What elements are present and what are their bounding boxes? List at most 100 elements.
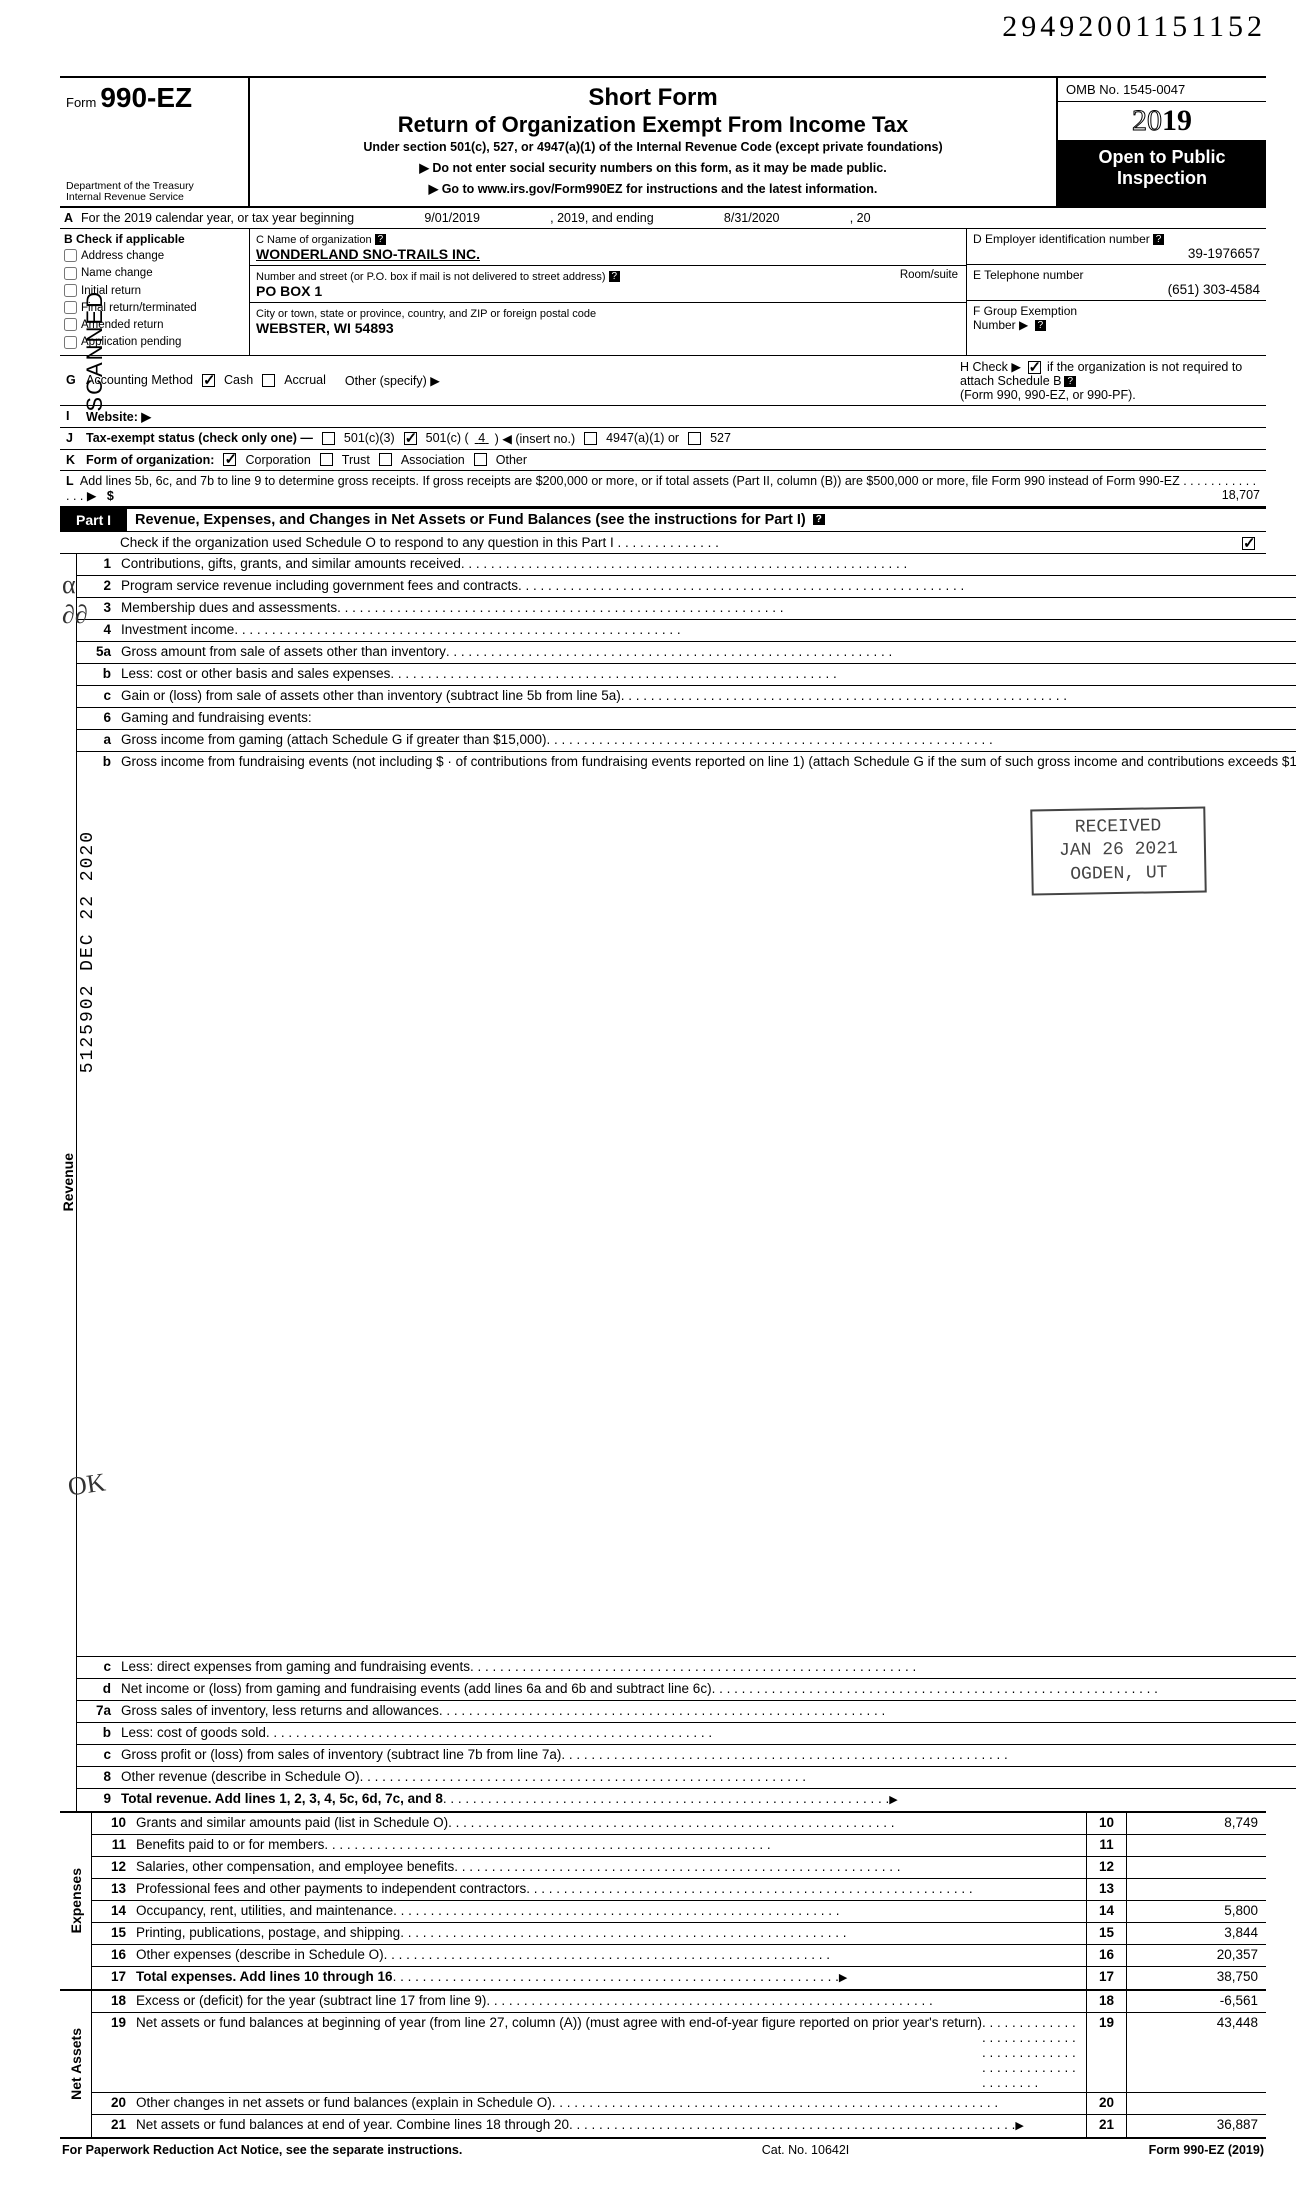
line-desc: Total expenses. Add lines 10 through 16 <box>132 1967 1086 1989</box>
line-value[interactable]: 8,749 <box>1126 1813 1266 1834</box>
line-desc: Net assets or fund balances at end of ye… <box>132 2115 1086 2137</box>
ein-value[interactable]: 39-1976657 <box>973 246 1260 261</box>
line-number: 13 <box>92 1879 132 1900</box>
chk-cash[interactable] <box>202 374 215 387</box>
line-box: 15 <box>1086 1923 1126 1944</box>
help-icon[interactable]: ? <box>813 514 825 525</box>
line-value[interactable] <box>1126 1879 1266 1900</box>
opt-501c3: 501(c)(3) <box>344 431 395 445</box>
line-desc: Professional fees and other payments to … <box>132 1879 1086 1900</box>
opt-501c-open: 501(c) ( <box>426 431 469 445</box>
org-name[interactable]: WONDERLAND SNO-TRAILS INC. <box>256 246 480 262</box>
tax-year: 2019 <box>1058 102 1266 141</box>
line-value[interactable]: 38,750 <box>1126 1967 1266 1989</box>
line-number: a <box>77 730 117 751</box>
chk-501c3[interactable] <box>322 432 335 445</box>
row-a-text3: , 20 <box>850 211 871 225</box>
line-desc: Contributions, gifts, grants, and simila… <box>117 554 1296 575</box>
line-desc: Net income or (loss) from gaming and fun… <box>117 1679 1296 1700</box>
line-19: 19Net assets or fund balances at beginni… <box>92 2013 1266 2093</box>
line-number: 7a <box>77 1701 117 1722</box>
section-netassets-label: Net Assets <box>60 1991 92 2137</box>
help-icon[interactable]: ? <box>1153 234 1165 245</box>
line-6: 6Gaming and fundraising events: <box>77 708 1296 730</box>
subtitle: Under section 501(c), 527, or 4947(a)(1)… <box>256 140 1050 154</box>
line-box: 17 <box>1086 1967 1126 1989</box>
line-5b: bLess: cost or other basis and sales exp… <box>77 664 1296 686</box>
row-h-text3: (Form 990, 990-EZ, or 990-PF). <box>960 388 1136 402</box>
street-label: Number and street (or P.O. box if mail i… <box>256 271 606 283</box>
tax-year-end[interactable]: 8/31/2020 <box>662 211 842 225</box>
note-ssn: Do not enter social security numbers on … <box>256 160 1050 175</box>
opt-527: 527 <box>710 431 731 445</box>
line-desc: Grants and similar amounts paid (list in… <box>132 1813 1086 1834</box>
line-desc: Membership dues and assessments <box>117 598 1296 619</box>
row-l-lead: L <box>66 474 74 488</box>
chk-address-change[interactable]: Address change <box>64 248 245 265</box>
phone-value[interactable]: (651) 303-4584 <box>973 282 1260 297</box>
line-9: 9Total revenue. Add lines 1, 2, 3, 4, 5c… <box>77 1789 1296 1811</box>
line-value[interactable]: 43,448 <box>1126 2013 1266 2092</box>
line-5c: cGain or (loss) from sale of assets othe… <box>77 686 1296 708</box>
chk-other-org[interactable] <box>474 453 487 466</box>
line-box: 12 <box>1086 1857 1126 1878</box>
chk-association[interactable] <box>379 453 392 466</box>
chk-527[interactable] <box>688 432 701 445</box>
help-icon[interactable]: ? <box>1035 320 1047 331</box>
help-icon[interactable]: ? <box>609 271 621 282</box>
help-icon[interactable]: ? <box>1064 376 1076 387</box>
line-box: 20 <box>1086 2093 1126 2114</box>
chk-schedule-o-part1[interactable] <box>1242 537 1255 550</box>
chk-501c[interactable] <box>404 432 417 445</box>
dept-irs: Internal Revenue Service <box>66 192 242 204</box>
line-value[interactable] <box>1126 2093 1266 2114</box>
501c-insert-no[interactable]: 4 <box>478 431 485 445</box>
line-desc: Other revenue (describe in Schedule O) <box>117 1767 1296 1788</box>
line-value[interactable] <box>1126 1857 1266 1878</box>
line-desc: Program service revenue including govern… <box>117 576 1296 597</box>
line-number: 15 <box>92 1923 132 1944</box>
line-desc: Gross amount from sale of assets other t… <box>117 642 1296 663</box>
line-number: 11 <box>92 1835 132 1856</box>
row-k-lead: K <box>66 453 80 467</box>
part-1-title: Revenue, Expenses, and Changes in Net As… <box>127 509 1266 531</box>
line-desc: Less: direct expenses from gaming and fu… <box>117 1657 1296 1678</box>
line-8: 8Other revenue (describe in Schedule O)8 <box>77 1767 1296 1789</box>
document-number: 29492001151152 <box>1002 10 1266 44</box>
line-value[interactable]: 5,800 <box>1126 1901 1266 1922</box>
line-7c: cGross profit or (loss) from sales of in… <box>77 1745 1296 1767</box>
form-number: Form990-EZ <box>66 82 242 114</box>
chk-name-change[interactable]: Name change <box>64 265 245 282</box>
street-address[interactable]: PO BOX 1 <box>256 283 322 299</box>
cat-no: Cat. No. 10642I <box>762 2143 850 2157</box>
line-value[interactable] <box>1126 1835 1266 1856</box>
chk-schedule-b[interactable] <box>1028 361 1041 374</box>
line-value[interactable]: 20,357 <box>1126 1945 1266 1966</box>
public-line2: Inspection <box>1062 168 1262 189</box>
line-desc: Salaries, other compensation, and employ… <box>132 1857 1086 1878</box>
line-desc: Gain or (loss) from sale of assets other… <box>117 686 1296 707</box>
tax-year-begin[interactable]: 9/01/2019 <box>362 211 542 225</box>
help-icon[interactable]: ? <box>375 234 387 245</box>
line-21: 21Net assets or fund balances at end of … <box>92 2115 1266 2137</box>
part-1-subtitle: Check if the organization used Schedule … <box>120 535 719 550</box>
chk-corporation[interactable] <box>223 453 236 466</box>
line-box: 11 <box>1086 1835 1126 1856</box>
chk-trust[interactable] <box>320 453 333 466</box>
gross-receipts: 18,707 <box>1222 488 1260 502</box>
line-value[interactable]: 3,844 <box>1126 1923 1266 1944</box>
open-to-public: Open to Public Inspection <box>1058 141 1266 206</box>
line-box: 13 <box>1086 1879 1126 1900</box>
line-value[interactable]: 36,887 <box>1126 2115 1266 2137</box>
line-2: 2Program service revenue including gover… <box>77 576 1296 598</box>
line-desc: Less: cost or other basis and sales expe… <box>117 664 1296 685</box>
line-11: 11Benefits paid to or for members11 <box>92 1835 1266 1857</box>
line-box: 21 <box>1086 2115 1126 2137</box>
line-value[interactable]: -6,561 <box>1126 1991 1266 2012</box>
line-number: b <box>77 664 117 685</box>
city-state-zip[interactable]: WEBSTER, WI 54893 <box>256 320 394 336</box>
line-number: b <box>77 1723 117 1744</box>
chk-4947[interactable] <box>584 432 597 445</box>
chk-accrual[interactable] <box>262 374 275 387</box>
line-7b: bLess: cost of goods sold7b20 <box>77 1723 1296 1745</box>
